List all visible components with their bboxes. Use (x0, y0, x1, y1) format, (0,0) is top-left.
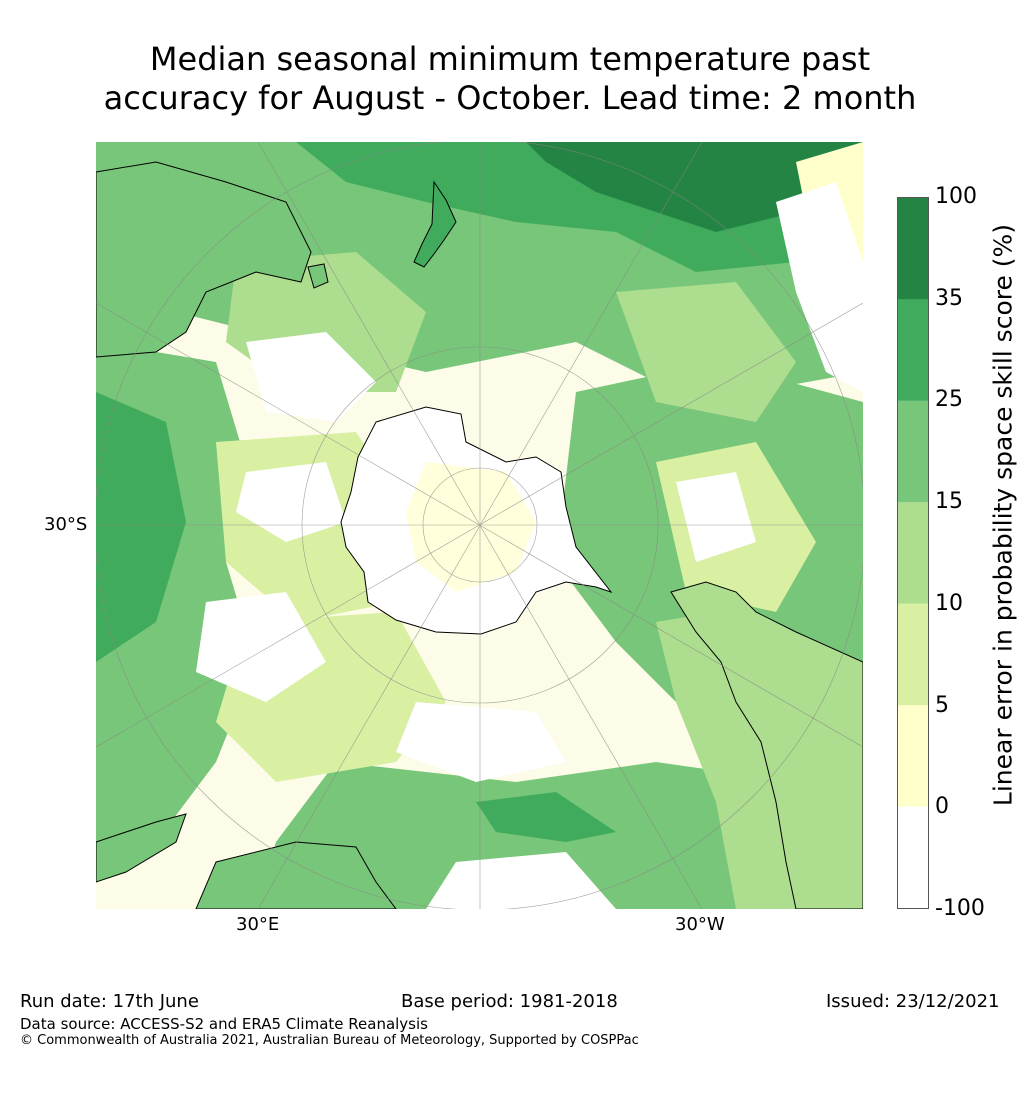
graticule (96, 142, 863, 909)
colorbar-tick-label: 5 (935, 692, 949, 718)
skill-field (96, 142, 863, 909)
lon-label-30w: 30°W (675, 914, 725, 935)
skill-area-south-strong (476, 792, 616, 842)
madagascar-region (96, 813, 187, 883)
meridian-4 (257, 142, 703, 909)
colorbar-tick-label: 35 (935, 285, 963, 311)
skill-area-west-strong (96, 392, 186, 662)
low-skill-area-2 (236, 462, 346, 542)
colorbar-tick-label: 25 (935, 387, 963, 413)
colorbar (897, 197, 929, 909)
new-zealand (413, 180, 457, 268)
colorbar-tick-label: -100 (935, 896, 985, 921)
colorbar-tick-label: 0 (935, 794, 949, 820)
tasmania (307, 263, 329, 289)
south-america (670, 581, 863, 909)
colorbar-bin (898, 198, 928, 300)
skill-map (96, 142, 863, 909)
colorbar-bin (898, 400, 928, 503)
chart-title-line1: Median seasonal minimum temperature past (149, 40, 871, 78)
low-skill-area-3 (196, 592, 326, 702)
low-skill-area-1 (246, 332, 376, 422)
lon-label-30e: 30°E (236, 914, 280, 935)
chart-title-line2: accuracy for August - October. Lead time… (103, 79, 917, 117)
low-skill-area-4 (676, 472, 756, 562)
copyright: © Commonwealth of Australia 2021, Austra… (20, 1033, 639, 1048)
low-skill-area-7 (776, 182, 863, 392)
low-skill-area-6 (426, 852, 616, 909)
colorbar-bins (898, 198, 928, 908)
colorbar-bin (898, 603, 928, 706)
colorbar-tick-label: 10 (935, 590, 963, 616)
colorbar-bin (898, 806, 928, 908)
skill-patch-pacific (616, 282, 796, 422)
base-period: Base period: 1981-2018 (401, 991, 618, 1012)
skill-map-canvas (96, 142, 863, 909)
antarctica-interior-skill (406, 462, 536, 592)
colorbar-tick-label: 100 (935, 184, 977, 209)
colorbar-tick-label: 15 (935, 489, 963, 515)
issued-date: Issued: 23/12/2021 (826, 991, 1000, 1012)
data-source: Data source: ACCESS-S2 and ERA5 Climate … (20, 1015, 428, 1033)
run-date: Run date: 17th June (20, 991, 199, 1012)
africa (195, 841, 397, 909)
lat-label-30s: 30°S (44, 514, 88, 535)
colorbar-label: Linear error in probability space skill … (988, 223, 1018, 807)
colorbar-bin (898, 299, 928, 401)
low-skill-area-5 (396, 702, 566, 782)
colorbar-bin (898, 502, 928, 604)
chart-title: Median seasonal minimum temperature past… (0, 40, 1020, 118)
colorbar-bin (898, 705, 928, 807)
